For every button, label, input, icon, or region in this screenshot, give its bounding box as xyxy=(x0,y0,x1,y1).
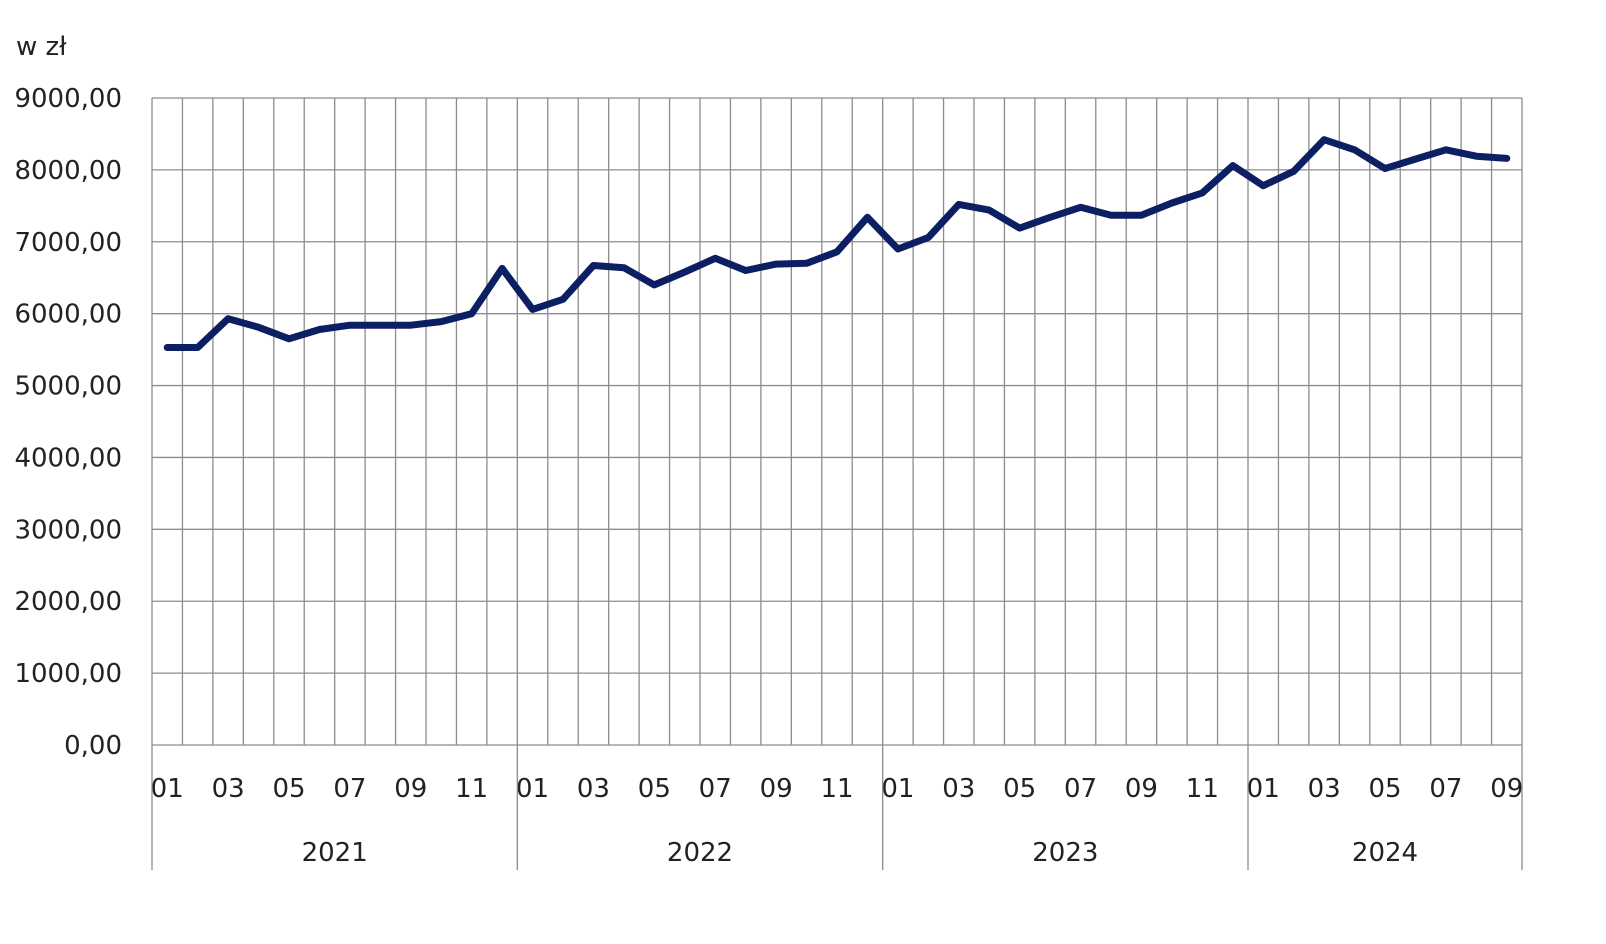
x-tick-label: 07 xyxy=(699,774,732,804)
y-tick-label: 7000,00 xyxy=(14,228,122,258)
data-point xyxy=(468,310,475,317)
data-point xyxy=(864,214,871,221)
data-point xyxy=(1077,204,1084,211)
data-point xyxy=(559,296,567,303)
data-point xyxy=(1016,224,1023,232)
x-tick-label: 03 xyxy=(942,774,975,804)
x-tick-label: 01 xyxy=(1247,774,1280,804)
year-label: 2024 xyxy=(1352,838,1418,868)
data-point xyxy=(194,344,201,351)
data-point xyxy=(1046,214,1054,221)
x-axis-tick-labels: 01 03 05 07 09 11 01 03 05 07 09 11 01 03 05 07 09 11 01 03… xyxy=(151,774,1524,804)
y-tick-label: 6000,00 xyxy=(14,300,122,330)
x-tick-label: 07 xyxy=(1429,774,1462,804)
y-tick-label: 9000,00 xyxy=(14,84,122,114)
data-point xyxy=(651,281,658,289)
data-point xyxy=(1107,211,1115,219)
x-tick-label: 07 xyxy=(1064,774,1097,804)
year-label: 2021 xyxy=(302,838,368,868)
y-tick-label: 2000,00 xyxy=(14,587,122,617)
data-point xyxy=(894,245,902,253)
data-point xyxy=(498,265,506,272)
data-point xyxy=(438,318,445,325)
y-axis-unit-label: w zł xyxy=(16,32,67,62)
data-point xyxy=(407,321,414,329)
data-point xyxy=(164,344,171,351)
data-point xyxy=(986,206,993,214)
x-tick-label: 03 xyxy=(212,774,245,804)
data-point xyxy=(1290,168,1297,175)
data-point xyxy=(1503,155,1510,162)
data-point xyxy=(316,326,323,333)
x-tick-label: 03 xyxy=(1308,774,1341,804)
data-point xyxy=(590,262,597,269)
data-point xyxy=(1229,162,1236,169)
x-tick-label: 05 xyxy=(638,774,671,804)
x-tick-label: 07 xyxy=(333,774,366,804)
x-tick-label: 09 xyxy=(1490,774,1523,804)
data-point xyxy=(833,248,841,256)
x-tick-label: 11 xyxy=(1186,774,1219,804)
data-point xyxy=(803,260,810,267)
year-label: 2023 xyxy=(1032,838,1098,868)
y-tick-label: 1000,00 xyxy=(14,659,122,689)
data-point xyxy=(1320,136,1328,143)
x-tick-label: 05 xyxy=(1368,774,1401,804)
data-point xyxy=(255,324,262,331)
data-point xyxy=(346,321,354,329)
data-point xyxy=(1138,211,1145,219)
grid-lines xyxy=(151,97,1523,746)
data-point xyxy=(1168,199,1176,207)
x-tick-label: 09 xyxy=(1125,774,1158,804)
data-point xyxy=(377,321,384,329)
data-point xyxy=(1381,165,1389,172)
y-tick-label: 4000,00 xyxy=(14,443,122,473)
year-label: 2022 xyxy=(667,838,733,868)
x-tick-label: 11 xyxy=(455,774,488,804)
y-tick-label: 8000,00 xyxy=(14,156,122,186)
data-point xyxy=(285,335,293,343)
x-tick-label: 09 xyxy=(760,774,793,804)
data-point xyxy=(1199,189,1206,197)
x-tick-label: 11 xyxy=(820,774,853,804)
y-tick-label: 5000,00 xyxy=(14,372,122,402)
data-point xyxy=(681,268,688,276)
data-point xyxy=(1351,146,1358,153)
data-point xyxy=(925,234,932,241)
data-point xyxy=(772,260,780,268)
x-tick-label: 01 xyxy=(516,774,549,804)
data-point xyxy=(224,315,232,322)
data-point xyxy=(955,201,962,208)
x-tick-label: 03 xyxy=(577,774,610,804)
data-point xyxy=(1442,146,1450,153)
data-point xyxy=(712,255,719,262)
x-tick-label: 01 xyxy=(151,774,184,804)
data-point xyxy=(1473,153,1480,160)
y-axis-tick-labels: 0,00 1000,00 2000,00 3000,00 4000,00 5000,00 6… xyxy=(14,84,122,761)
x-tick-label: 09 xyxy=(394,774,427,804)
x-tick-label: 05 xyxy=(272,774,305,804)
y-tick-label: 0,00 xyxy=(64,731,122,761)
series-layer xyxy=(163,136,1511,351)
year-labels: 2021 2022 2023 2024 xyxy=(151,745,1523,870)
x-tick-label: 05 xyxy=(1003,774,1036,804)
data-point xyxy=(1260,182,1267,189)
data-point xyxy=(529,306,536,313)
x-tick-label: 01 xyxy=(881,774,914,804)
y-tick-label: 3000,00 xyxy=(14,515,122,545)
data-point xyxy=(620,264,628,271)
data-point xyxy=(742,267,749,274)
series-line xyxy=(163,136,1511,351)
data-point xyxy=(1412,155,1419,163)
